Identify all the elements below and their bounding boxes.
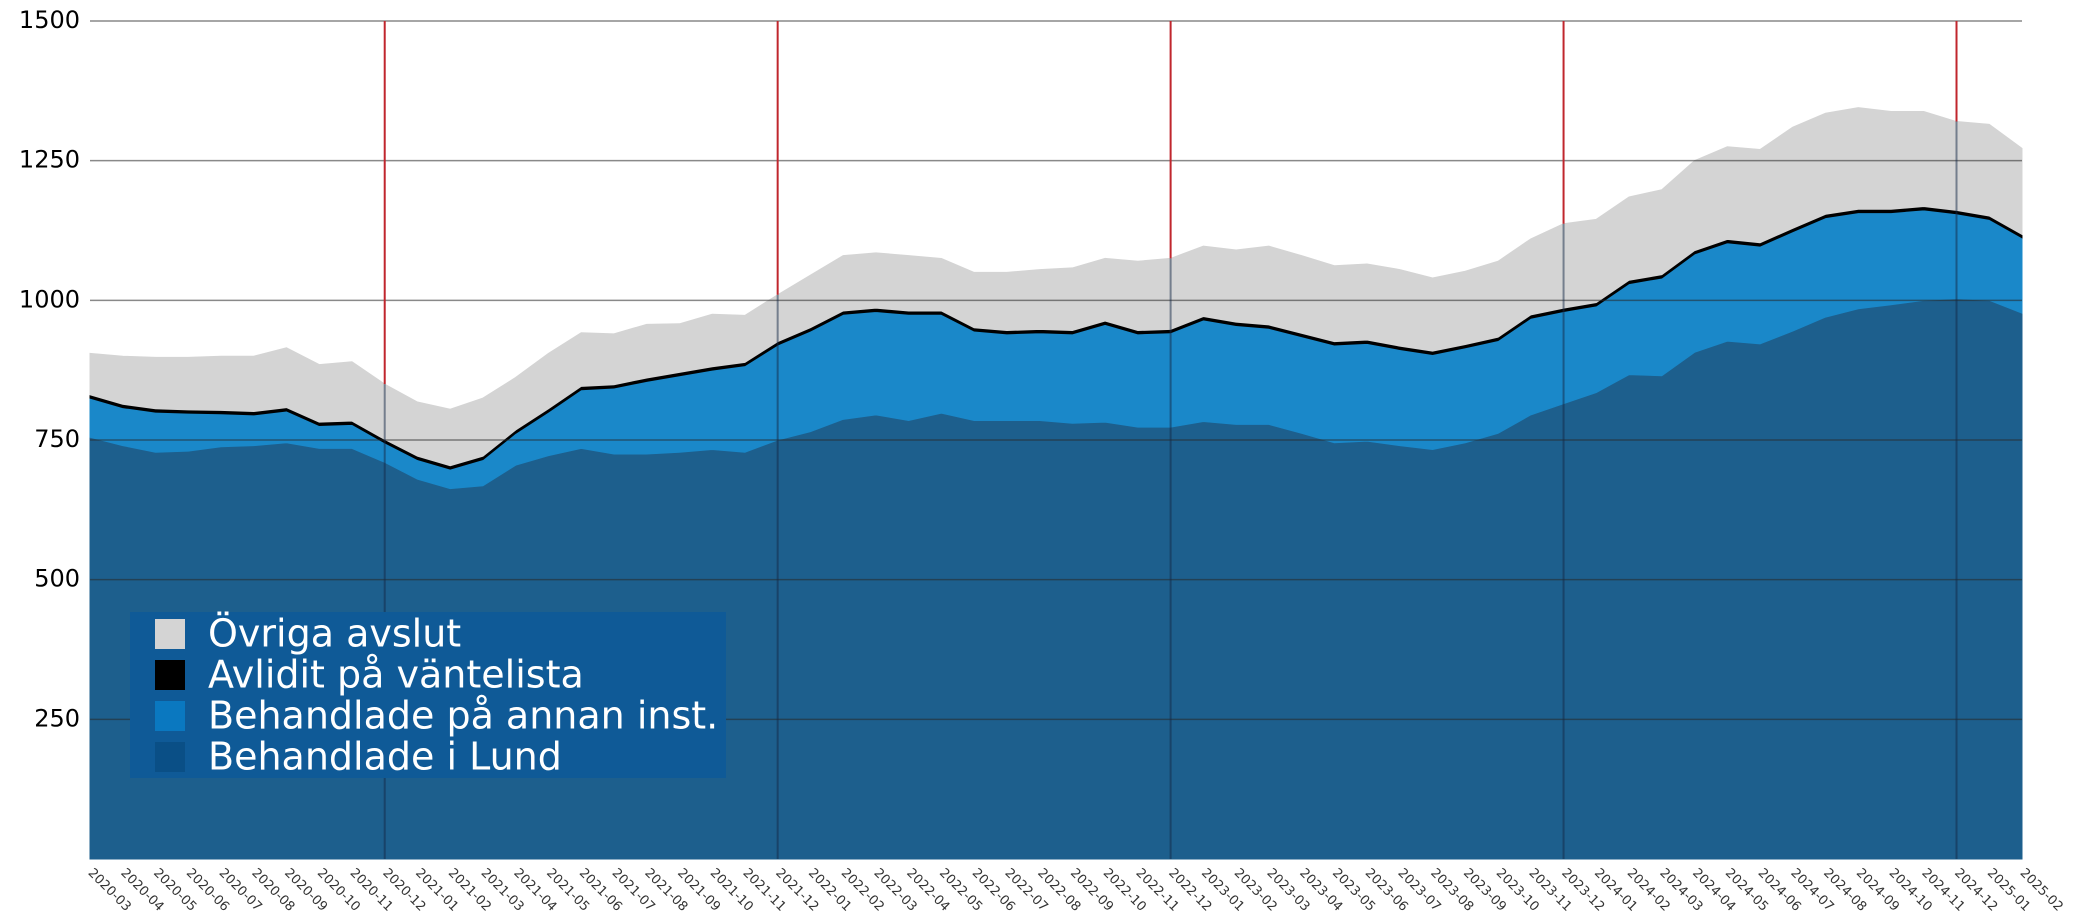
legend-swatch — [155, 660, 185, 690]
y-tick-label: 250 — [34, 704, 80, 732]
legend-swatch — [155, 742, 185, 772]
legend-label: Övriga avslut — [208, 612, 461, 656]
area — [89, 107, 2023, 467]
y-tick-label: 750 — [34, 425, 80, 453]
legend-box — [130, 612, 726, 778]
y-tick-label: 1000 — [19, 285, 80, 313]
y-tick-label: 1250 — [19, 146, 80, 174]
legend-label: Behandlade i Lund — [208, 735, 562, 779]
legend-label: Behandlade på annan inst. — [208, 694, 718, 738]
legend-swatch — [155, 619, 185, 649]
legend-swatch — [155, 701, 185, 731]
y-tick-label: 1500 — [19, 6, 80, 34]
y-tick-label: 500 — [34, 565, 80, 593]
legend-label: Avlidit på väntelista — [208, 653, 584, 697]
